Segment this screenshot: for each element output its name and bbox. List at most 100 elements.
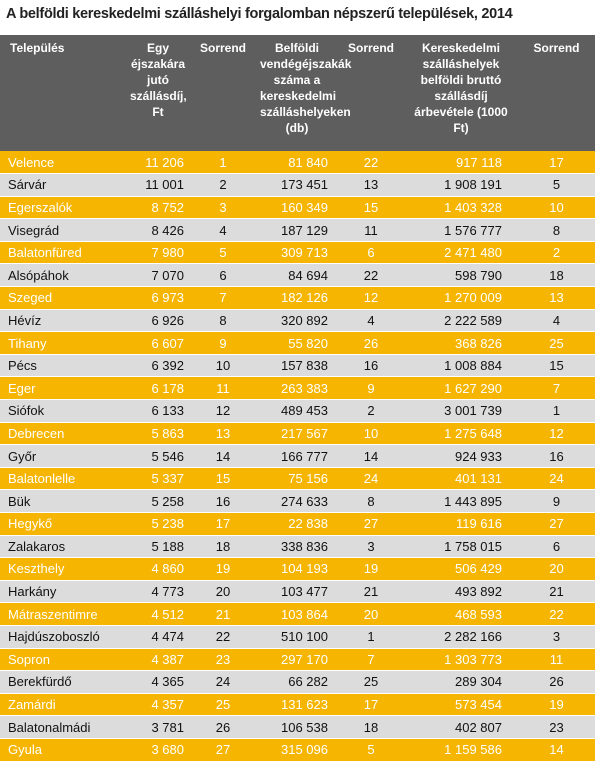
table-cell: 217 567 bbox=[256, 422, 338, 446]
table-cell: Pécs bbox=[0, 354, 126, 378]
table-cell: Balatonfüred bbox=[0, 241, 126, 265]
table-cell: 6 bbox=[190, 263, 256, 288]
table-row: Mátraszentimre 4 512 21 103 864 20 468 593 22 bbox=[0, 602, 595, 626]
table-cell: Keszthely bbox=[0, 557, 126, 581]
table-cell: 8 426 bbox=[126, 218, 190, 242]
table-cell: 16 bbox=[338, 354, 404, 378]
table-row: Hajdúszoboszló 4 474 22 510 100 1 2 282 166 3 bbox=[0, 625, 595, 649]
table-row: Egerszalók 8 752 3 160 349 15 1 403 328 10 bbox=[0, 196, 595, 220]
table-cell: 14 bbox=[518, 738, 595, 762]
table-cell: Hegykő bbox=[0, 512, 126, 536]
table-cell: 1 303 773 bbox=[404, 648, 518, 672]
table-row: Hegykő 5 238 17 22 838 27 119 616 27 bbox=[0, 512, 595, 536]
table-cell: 401 131 bbox=[404, 467, 518, 491]
column-header: Település bbox=[0, 35, 126, 151]
table-cell: 55 820 bbox=[256, 331, 338, 355]
table-cell: 14 bbox=[338, 444, 404, 468]
table-cell: 4 773 bbox=[126, 580, 190, 604]
table-cell: 2 222 589 bbox=[404, 309, 518, 333]
table-body: Velence 11 206 1 81 840 22 917 118 17 Sárvár 11 … bbox=[0, 151, 595, 762]
table-cell: 2 471 480 bbox=[404, 241, 518, 265]
table-cell: 157 838 bbox=[256, 354, 338, 378]
table-row: Gyula 3 680 27 315 096 5 1 159 586 14 bbox=[0, 738, 595, 762]
table-cell: 1 576 777 bbox=[404, 218, 518, 242]
table-row: Zalakaros 5 188 18 338 836 3 1 758 015 6 bbox=[0, 535, 595, 559]
table-cell: 402 807 bbox=[404, 715, 518, 739]
table-row: Balatonalmádi 3 781 26 106 538 18 402 807 23 bbox=[0, 715, 595, 739]
table-cell: 3 bbox=[338, 535, 404, 559]
table-cell: 103 864 bbox=[256, 602, 338, 626]
table-cell: 11 206 bbox=[126, 151, 190, 175]
table-cell: 10 bbox=[338, 422, 404, 446]
table-cell: 23 bbox=[190, 648, 256, 672]
table-cell: Hajdúszoboszló bbox=[0, 625, 126, 649]
table-cell: 11 bbox=[338, 218, 404, 242]
table-cell: 297 170 bbox=[256, 648, 338, 672]
table-cell: 3 680 bbox=[126, 738, 190, 762]
table-cell: 4 bbox=[190, 218, 256, 242]
column-header: Belföldi vendégéjszakák száma a keresked… bbox=[256, 35, 351, 151]
table-cell: 20 bbox=[338, 602, 404, 626]
table-row: Zamárdi 4 357 25 131 623 17 573 454 19 bbox=[0, 693, 595, 717]
table-cell: 6 607 bbox=[126, 331, 190, 355]
table-row: Tihany 6 607 9 55 820 26 368 826 25 bbox=[0, 331, 595, 355]
table-cell: 6 bbox=[518, 535, 595, 559]
table-cell: 182 126 bbox=[256, 286, 338, 310]
table-cell: 6 973 bbox=[126, 286, 190, 310]
table-cell: 4 bbox=[338, 309, 404, 333]
table-cell: 489 453 bbox=[256, 399, 338, 423]
table-cell: 7 bbox=[338, 648, 404, 672]
table-cell: 16 bbox=[190, 489, 256, 513]
table-cell: 26 bbox=[338, 331, 404, 355]
table-cell: 6 926 bbox=[126, 309, 190, 333]
table-cell: Harkány bbox=[0, 580, 126, 604]
table-title: A belföldi kereskedelmi szálláshelyi for… bbox=[6, 6, 513, 22]
table-cell: 18 bbox=[190, 535, 256, 559]
table-cell: 7 bbox=[518, 376, 595, 401]
table-cell: 493 892 bbox=[404, 580, 518, 604]
data-table: Település Egy éjszakára jutó szállásdíj, … bbox=[0, 35, 595, 762]
table-cell: 22 bbox=[190, 625, 256, 649]
table-cell: 13 bbox=[338, 173, 404, 197]
table-cell: 5 863 bbox=[126, 422, 190, 446]
table-cell: 4 365 bbox=[126, 670, 190, 694]
table-cell: 24 bbox=[190, 670, 256, 694]
table-cell: 1 627 290 bbox=[404, 376, 518, 401]
table-row: Harkány 4 773 20 103 477 21 493 892 21 bbox=[0, 580, 595, 604]
table-cell: 15 bbox=[338, 196, 404, 220]
table-cell: 84 694 bbox=[256, 263, 338, 288]
table-cell: 20 bbox=[518, 557, 595, 581]
column-header: Sorrend bbox=[338, 35, 404, 151]
table-cell: 12 bbox=[338, 286, 404, 310]
table-cell: 598 790 bbox=[404, 263, 518, 288]
table-cell: 5 bbox=[338, 738, 404, 762]
table-cell: 263 383 bbox=[256, 376, 338, 401]
table-cell: 75 156 bbox=[256, 467, 338, 491]
table-cell: Gyula bbox=[0, 738, 126, 762]
table-cell: 5 238 bbox=[126, 512, 190, 536]
table-row: Balatonfüred 7 980 5 309 713 6 2 471 480 2 bbox=[0, 241, 595, 265]
table-cell: 17 bbox=[518, 151, 595, 175]
column-header: Sorrend bbox=[190, 35, 256, 151]
table-cell: Balatonlelle bbox=[0, 467, 126, 491]
table-cell: 173 451 bbox=[256, 173, 338, 197]
header-row: Település Egy éjszakára jutó szállásdíj, … bbox=[0, 35, 595, 151]
table-cell: 1 908 191 bbox=[404, 173, 518, 197]
table-cell: Bük bbox=[0, 489, 126, 513]
table-cell: Alsópáhok bbox=[0, 263, 126, 288]
table-cell: Siófok bbox=[0, 399, 126, 423]
table-cell: 26 bbox=[190, 715, 256, 739]
table-cell: 22 bbox=[518, 602, 595, 626]
table-cell: 27 bbox=[518, 512, 595, 536]
table-cell: 104 193 bbox=[256, 557, 338, 581]
table-cell: 5 546 bbox=[126, 444, 190, 468]
table-cell: 2 bbox=[518, 241, 595, 265]
table-cell: 19 bbox=[190, 557, 256, 581]
table-cell: 14 bbox=[190, 444, 256, 468]
table-cell: 18 bbox=[338, 715, 404, 739]
table-cell: 9 bbox=[338, 376, 404, 401]
table-cell: 12 bbox=[190, 399, 256, 423]
table-cell: 6 bbox=[338, 241, 404, 265]
table-cell: Egerszalók bbox=[0, 196, 126, 220]
